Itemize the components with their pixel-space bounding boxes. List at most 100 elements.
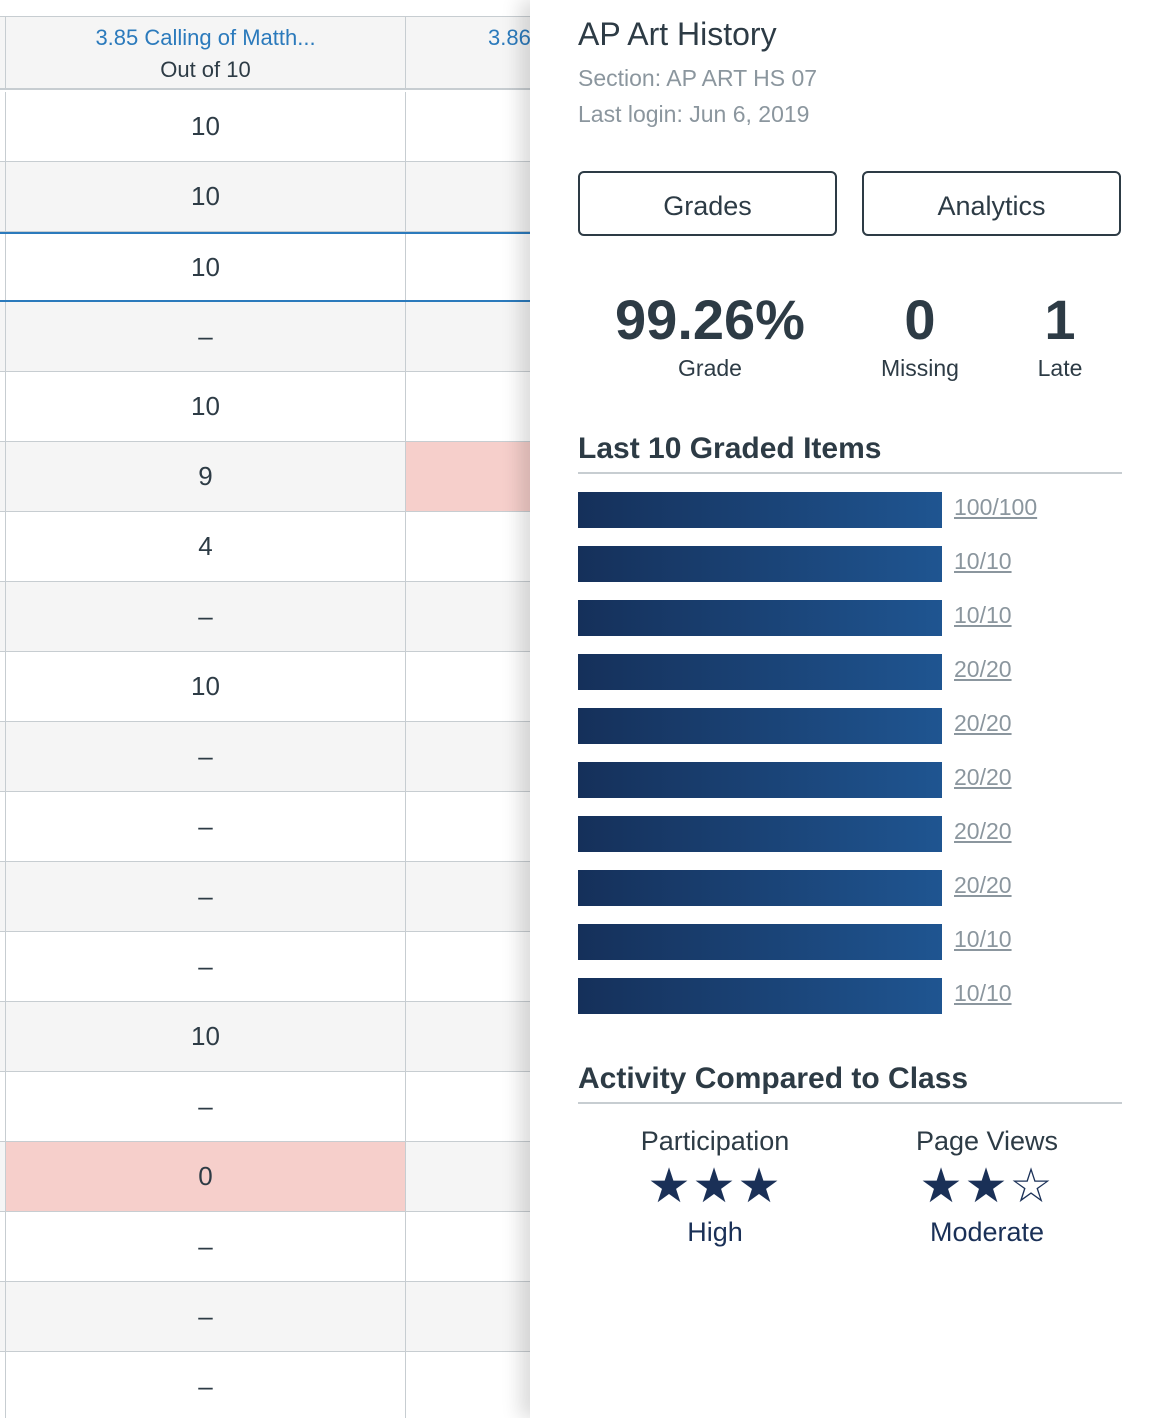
activity-heading: Activity Compared to Class <box>578 1062 1122 1104</box>
grade-cell[interactable]: – <box>5 932 406 1001</box>
late-label: Late <box>1037 355 1083 381</box>
grade-cell[interactable] <box>405 932 535 1001</box>
score-bar-fill <box>578 978 942 1014</box>
participation-label: Participation <box>640 1126 790 1156</box>
graded-item: 20/20 <box>578 708 1138 762</box>
grade-cell[interactable]: – <box>5 1212 406 1281</box>
grade-cell[interactable]: 10 <box>5 1002 406 1071</box>
grade-cell[interactable] <box>405 234 535 300</box>
graded-items-list: 100/100 10/10 10/10 20/20 20/20 20/20 20/20 20/… <box>578 492 1138 1032</box>
participation-level: High <box>687 1217 743 1247</box>
graded-item-score-link[interactable]: 20/20 <box>954 872 1012 898</box>
grade-value: 99.26% <box>615 288 805 351</box>
score-bar <box>578 978 942 1014</box>
score-bar <box>578 924 942 960</box>
table-row: – <box>0 932 535 1002</box>
grade-cell[interactable] <box>405 1352 535 1418</box>
grade-cell[interactable]: 4 <box>5 512 406 581</box>
last-login-text: Last login: Jun 6, 2019 <box>578 101 810 127</box>
grid-header: 3.85 Calling of Matth... Out of 10 3.86 <box>0 16 535 90</box>
grade-cell[interactable]: 10 <box>5 652 406 721</box>
grade-cell[interactable]: – <box>5 302 406 371</box>
grade-cell[interactable] <box>405 372 535 441</box>
column-header-3-85[interactable]: 3.85 Calling of Matth... Out of 10 <box>5 17 406 89</box>
grade-cell[interactable] <box>405 582 535 651</box>
student-tray: AP Art History Section: AP ART HS 07 Las… <box>530 0 1158 1418</box>
analytics-button[interactable]: Analytics <box>862 171 1121 236</box>
score-bar-fill <box>578 708 942 744</box>
graded-item: 10/10 <box>578 924 1138 978</box>
graded-item-score-link[interactable]: 20/20 <box>954 818 1012 844</box>
score-bar <box>578 708 942 744</box>
table-row: – <box>0 582 535 652</box>
grade-cell[interactable] <box>405 722 535 791</box>
grade-cell[interactable]: – <box>5 792 406 861</box>
gradebook-grid: 3.85 Calling of Matth... Out of 10 3.86 … <box>0 0 535 1418</box>
score-bar <box>578 762 942 798</box>
grade-cell[interactable] <box>405 442 535 511</box>
table-row: – <box>0 722 535 792</box>
grade-cell[interactable] <box>405 512 535 581</box>
score-bar-fill <box>578 600 942 636</box>
star-filled-icon: ★ <box>919 1160 965 1213</box>
grade-cell[interactable] <box>405 302 535 371</box>
grade-cell[interactable] <box>405 1282 535 1351</box>
grade-cell[interactable]: 10 <box>5 162 406 231</box>
grade-cell[interactable]: – <box>5 1072 406 1141</box>
column-title-link[interactable]: 3.86 <box>488 25 531 50</box>
graded-item-score-link[interactable]: 10/10 <box>954 980 1012 1006</box>
page-views-activity: Page Views ★★☆ Moderate <box>892 1126 1082 1248</box>
missing-value: 0 <box>904 288 936 351</box>
graded-item-score-link[interactable]: 10/10 <box>954 548 1012 574</box>
star-filled-icon: ★ <box>692 1160 738 1213</box>
grade-cell[interactable] <box>405 1002 535 1071</box>
grade-cell[interactable]: 10 <box>5 234 406 300</box>
grade-cell[interactable]: 10 <box>5 92 406 161</box>
grade-cell[interactable]: – <box>5 1282 406 1351</box>
graded-item: 100/100 <box>578 492 1138 546</box>
grade-cell[interactable] <box>405 162 535 231</box>
graded-item-score-link[interactable]: 20/20 <box>954 710 1012 736</box>
graded-item-score-link[interactable]: 20/20 <box>954 656 1012 682</box>
page-views-label: Page Views <box>915 1126 1059 1156</box>
score-bar <box>578 654 942 690</box>
grade-cell[interactable] <box>405 862 535 931</box>
graded-item-score-link[interactable]: 10/10 <box>954 602 1012 628</box>
graded-item-score-link[interactable]: 20/20 <box>954 764 1012 790</box>
grade-cell[interactable] <box>405 792 535 861</box>
grade-cell[interactable] <box>405 652 535 721</box>
grade-cell[interactable] <box>405 1142 535 1211</box>
grades-button[interactable]: Grades <box>578 171 837 236</box>
column-header-3-86[interactable]: 3.86 <box>405 17 535 89</box>
table-row: – <box>0 1212 535 1282</box>
grade-cell[interactable]: – <box>5 1352 406 1418</box>
column-points-possible: Out of 10 <box>160 57 251 82</box>
grade-cell[interactable] <box>405 1072 535 1141</box>
star-filled-icon: ★ <box>647 1160 693 1213</box>
grade-cell[interactable]: – <box>5 862 406 931</box>
grade-cell[interactable]: – <box>5 582 406 651</box>
grade-cell[interactable]: 0 <box>5 1142 406 1211</box>
graded-item-score-link[interactable]: 100/100 <box>954 494 1038 520</box>
section-text: Section: AP ART HS 07 <box>578 65 818 91</box>
table-row: – <box>0 1072 535 1142</box>
graded-item: 10/10 <box>578 546 1138 600</box>
grade-cell[interactable] <box>405 92 535 161</box>
grade-cell[interactable]: – <box>5 722 406 791</box>
graded-item: 10/10 <box>578 600 1138 654</box>
table-row: 10 <box>0 162 535 232</box>
column-title-link[interactable]: 3.85 Calling of Matth... <box>95 25 316 50</box>
score-bar-fill <box>578 762 942 798</box>
graded-item: 20/20 <box>578 816 1138 870</box>
grade-cell[interactable] <box>405 1212 535 1281</box>
table-row: – <box>0 302 535 372</box>
table-row: 10 <box>0 232 535 302</box>
grade-cell[interactable]: 9 <box>5 442 406 511</box>
participation-star-rating: ★★★ <box>610 1157 820 1217</box>
score-bar-fill <box>578 924 942 960</box>
graded-item-score-link[interactable]: 10/10 <box>954 926 1012 952</box>
graded-item: 10/10 <box>578 978 1138 1032</box>
grade-label: Grade <box>678 355 742 381</box>
grade-cell[interactable]: 10 <box>5 372 406 441</box>
missing-stat: 0 Missing <box>860 285 980 382</box>
